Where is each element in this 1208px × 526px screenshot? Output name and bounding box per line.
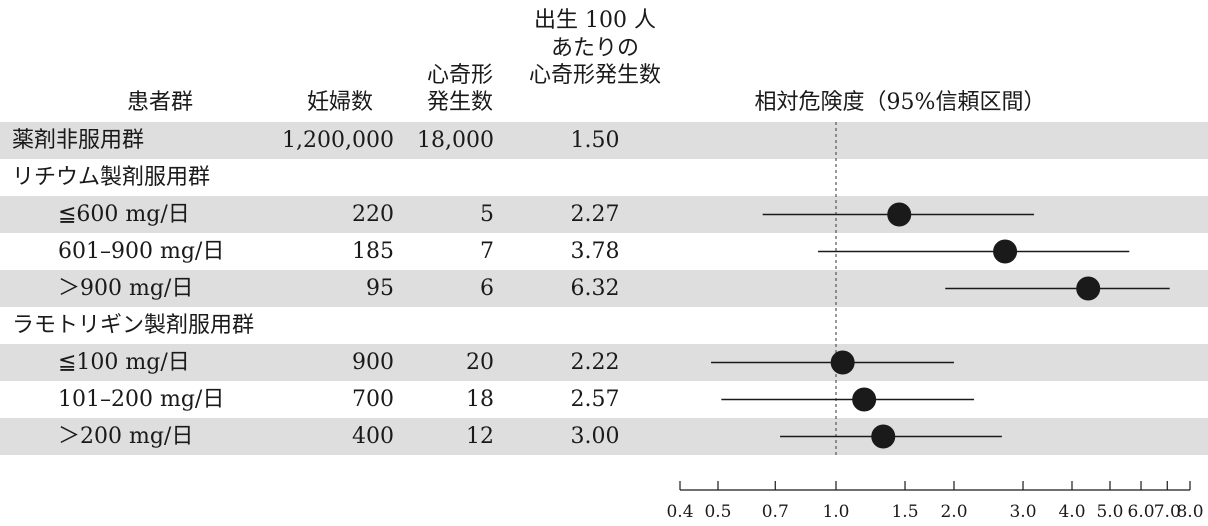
row-malformations: 12 (466, 424, 494, 449)
table-row: リチウム製剤服用群 (0, 159, 1208, 196)
row-rate: 2.57 (570, 387, 620, 412)
x-tick-label: 5.0 (1096, 502, 1123, 522)
row-malformations: 7 (480, 239, 494, 264)
header-pregnancies: 妊婦数 (306, 90, 373, 115)
row-label: 薬剤非服用群 (12, 128, 145, 153)
x-tick-label: 8.0 (1176, 502, 1203, 522)
x-tick-label: 0.7 (762, 502, 789, 522)
header-rate-line2: あたりの (550, 36, 639, 61)
row-pregnancies: 220 (352, 202, 394, 227)
row-rate: 2.27 (570, 202, 620, 227)
table-row: ＞200 mg/日 400 12 3.00 (0, 418, 1208, 455)
x-tick-label: 7.0 (1154, 502, 1181, 522)
x-tick-label: 6.0 (1128, 502, 1155, 522)
x-tick-label: 1.0 (822, 502, 849, 522)
row-malformations: 18 (466, 387, 494, 412)
row-malformations: 6 (480, 276, 494, 301)
estimate-marker (887, 202, 912, 227)
row-pregnancies: 185 (352, 239, 394, 264)
row-label: ≦100 mg/日 (58, 350, 190, 375)
row-rate: 1.50 (570, 128, 620, 153)
row-pregnancies: 1,200,000 (282, 128, 394, 153)
table-row: ラモトリギン製剤服用群 (0, 307, 1208, 344)
header-relative-risk: 相対危険度（95%信頼区間） (754, 90, 1046, 115)
row-label: リチウム製剤服用群 (12, 165, 211, 190)
x-tick-label: 0.4 (666, 502, 693, 522)
x-tick-label: 4.0 (1058, 502, 1085, 522)
header-malformations-line1: 心奇形 (426, 63, 493, 88)
table-row: ≦100 mg/日 900 20 2.22 (0, 344, 1208, 381)
header-rate-line1: 出生 100 人 (534, 8, 656, 33)
row-malformations: 20 (466, 350, 494, 375)
estimate-marker (871, 424, 896, 449)
row-label: 601–900 mg/日 (58, 239, 225, 264)
x-tick-label: 1.5 (891, 502, 918, 522)
header-group: 患者群 (126, 90, 193, 115)
x-tick-label: 3.0 (1009, 502, 1036, 522)
row-label: ≦600 mg/日 (58, 202, 190, 227)
x-tick-label: 0.5 (704, 502, 731, 522)
estimate-marker (830, 350, 855, 375)
estimate-marker (993, 239, 1018, 264)
row-malformations: 18,000 (417, 128, 494, 153)
x-tick-label: 2.0 (940, 502, 967, 522)
row-pregnancies: 400 (352, 424, 394, 449)
table-row: 601–900 mg/日 185 7 3.78 (0, 233, 1208, 270)
row-pregnancies: 900 (352, 350, 394, 375)
estimate-marker (1076, 276, 1101, 301)
row-label: ＞200 mg/日 (58, 424, 194, 449)
row-pregnancies: 700 (352, 387, 394, 412)
header-rate-line3: 心奇形発生数 (528, 63, 661, 88)
row-rate: 2.22 (570, 350, 620, 375)
row-malformations: 5 (480, 202, 494, 227)
row-label: ＞900 mg/日 (58, 276, 194, 301)
header-malformations-line2: 発生数 (426, 90, 493, 115)
table-row: 薬剤非服用群 1,200,000 18,000 1.50 (0, 122, 1208, 159)
row-rate: 3.78 (570, 239, 620, 264)
row-rate: 3.00 (570, 424, 620, 449)
row-pregnancies: 95 (366, 276, 394, 301)
row-label: ラモトリギン製剤服用群 (12, 313, 255, 338)
row-label: 101–200 mg/日 (58, 387, 225, 412)
estimate-marker (852, 387, 877, 412)
table-row: 101–200 mg/日 700 18 2.57 (0, 381, 1208, 418)
row-rate: 6.32 (570, 276, 620, 301)
